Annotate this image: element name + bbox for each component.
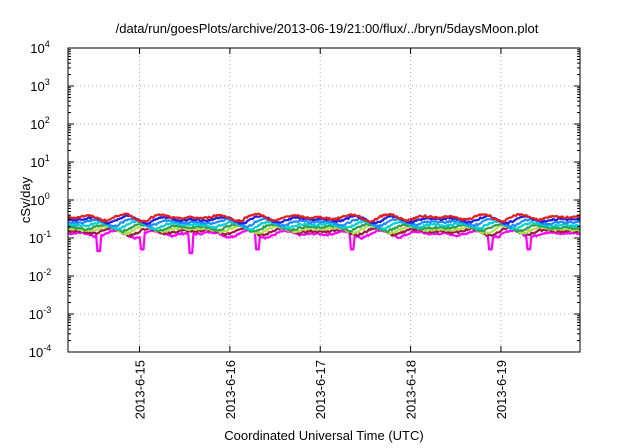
y-tick-base: 10 (29, 345, 43, 360)
y-tick-exponent: 3 (45, 77, 50, 87)
x-axis-title: Coordinated Universal Time (UTC) (224, 428, 423, 443)
y-tick-exponent: -1 (43, 229, 51, 239)
y-tick-base: 10 (29, 231, 43, 246)
chart-title: /data/run/goesPlots/archive/2013-06-19/2… (116, 21, 539, 36)
y-tick-base: 10 (29, 269, 43, 284)
y-tick-label: 10-4 (29, 343, 51, 360)
x-tick-label: 2013-6-16 (223, 360, 238, 419)
y-axis-title: cSv/day (18, 176, 33, 223)
y-tick-label: 10-3 (29, 305, 51, 322)
y-tick-base: 10 (29, 307, 43, 322)
y-tick-label: 104 (30, 39, 49, 56)
y-tick-exponent: -4 (43, 343, 51, 353)
x-tick-label: 2013-6-18 (404, 360, 419, 419)
series-lines (67, 212, 581, 255)
x-axis-ticks: 2013-6-15 2013-6-16 2013-6-17 2013-6-18 2013… (133, 48, 509, 419)
y-tick-exponent: 0 (45, 191, 50, 201)
y-tick-exponent: 2 (45, 115, 50, 125)
series-line (67, 219, 581, 232)
y-tick-exponent: -3 (43, 305, 51, 315)
grid-lines (68, 48, 580, 352)
y-tick-label: 100 (30, 191, 49, 208)
x-tick-label: 2013-6-19 (494, 360, 509, 419)
y-tick-exponent: 1 (45, 153, 50, 163)
y-tick-base: 10 (30, 79, 44, 94)
y-tick-base: 10 (30, 193, 44, 208)
y-tick-base: 10 (30, 41, 44, 56)
y-tick-label: 10-2 (29, 267, 51, 284)
x-tick-label: 2013-6-17 (313, 360, 328, 419)
y-tick-label: 102 (30, 115, 49, 132)
y-tick-exponent: 4 (45, 39, 50, 49)
series-line (67, 228, 581, 255)
y-tick-label: 103 (30, 77, 49, 94)
y-tick-base: 10 (30, 155, 44, 170)
y-tick-label: 10-1 (29, 229, 51, 246)
series-line (67, 212, 581, 224)
x-tick-label: 2013-6-15 (133, 360, 148, 419)
y-tick-exponent: -2 (43, 267, 51, 277)
y-tick-base: 10 (30, 117, 44, 132)
y-tick-label: 101 (30, 153, 49, 170)
